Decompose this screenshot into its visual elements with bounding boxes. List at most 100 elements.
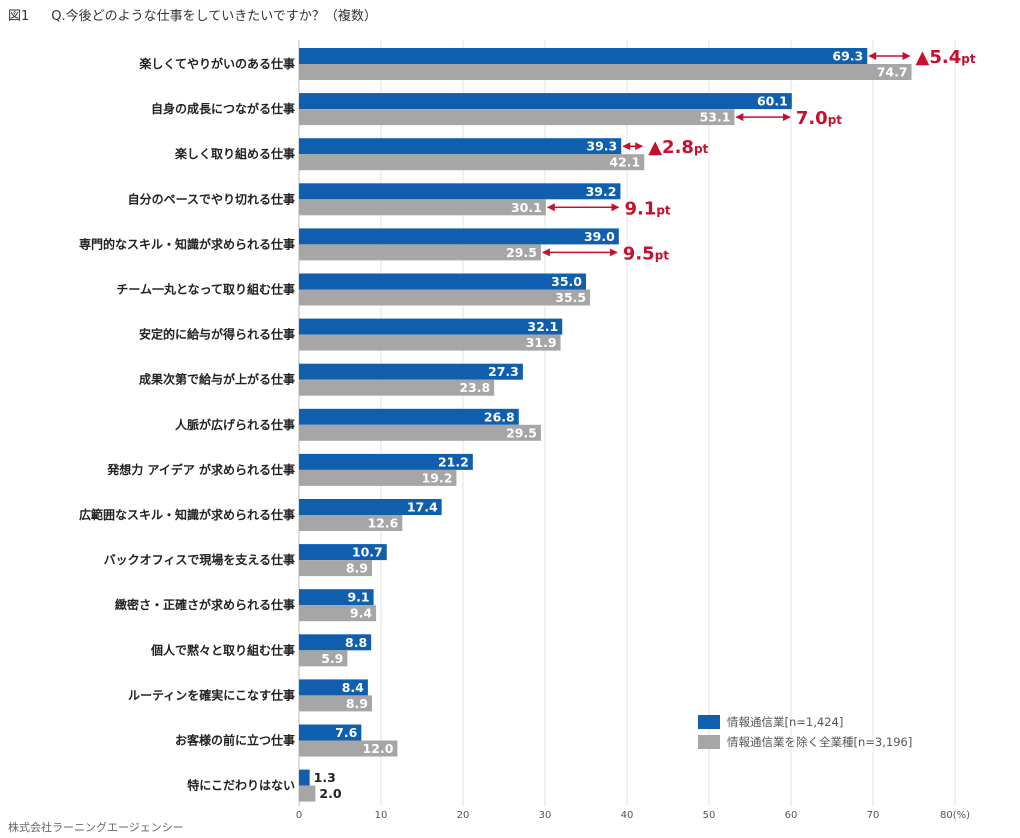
value-label-ict: 8.4 [342,680,364,695]
category-label: ルーティンを確実にこなす仕事 [128,687,295,702]
bar-other [299,740,398,757]
bar-ict [299,138,622,155]
x-tick-label: 30 [539,810,552,821]
bar-other [299,605,377,622]
bar-ict [299,544,387,561]
x-tick-label: 20 [457,810,470,821]
bar-ict [299,318,563,335]
category-label: 自分のペースでやり切れる仕事 [128,191,295,206]
bar-layer [299,48,912,802]
x-tick-label: 50 [703,810,716,821]
difference-number: ▲5.4 [916,47,962,68]
credit-text: 株式会社ラーニングエージェンシー [8,821,184,834]
value-label-ict: 39.0 [584,229,615,244]
category-label: 個人で黙々と取り組む仕事 [150,642,295,657]
value-label-ict: 8.8 [345,635,367,650]
category-label: 特にこだわりはない [187,778,295,793]
difference-unit: pt [656,203,671,217]
bar-ict [299,183,621,200]
figure-number: 図1 [8,9,30,24]
bar-other [299,469,457,486]
value-label-ict: 35.0 [551,274,582,289]
value-label-ict: 32.1 [527,319,558,334]
bar-ict [299,634,372,651]
category-label: 人脈が広げられる仕事 [175,417,295,432]
category-label: 発想力 アイデア が求められる仕事 [106,462,295,477]
difference-number: 7.0 [796,108,828,129]
category-label: 専門的なスキル・知識が求められる仕事 [79,236,295,251]
difference-unit: pt [655,248,670,262]
value-label-ict: 7.6 [335,725,357,740]
category-label: 楽しく取り組める仕事 [175,146,295,161]
value-label-ict: 26.8 [484,409,515,424]
category-label: チーム一丸となって取り組む仕事 [116,282,295,297]
label-layer: 0 10 20 30 40 50 60 70 80(%) 楽しくてやりがいのある仕事 69.3 74.… [79,49,970,822]
bar-other [299,515,403,531]
category-label: 緻密さ・正確さが求められる仕事 [115,597,295,612]
bar-other [299,379,495,396]
value-label-other: 53.1 [700,110,731,125]
legend-item-other: 情報通信業を除く全業種[n=3,196] [698,732,912,752]
difference-number: ▲2.8 [648,137,694,158]
value-label-other: 29.5 [506,245,537,260]
bar-ict [299,408,519,425]
legend-swatch-other [698,735,720,749]
category-label: 広範囲なスキル・知識が求められる仕事 [79,507,295,522]
legend-item-ict: 情報通信業[n=1,424] [698,712,912,732]
legend-label-other: 情報通信業を除く全業種[n=3,196] [727,735,913,749]
category-label: 成果次第で給与が上がる仕事 [139,372,295,387]
value-label-other: 19.2 [422,470,453,485]
bar-ict [299,453,473,470]
category-label: 自身の成長につながる仕事 [151,101,295,116]
value-label-other: 8.9 [346,696,368,711]
figure-question: Q.今後どのような仕事をしていきたいですか？（複数） [51,9,377,24]
value-label-other: 12.0 [363,741,394,756]
value-label-ict: 10.7 [352,545,383,560]
bar-other [299,199,546,216]
value-label-ict: 39.2 [586,184,617,199]
x-tick-label: 40 [621,810,634,821]
difference-label: 7.0pt [796,108,842,129]
bar-other [299,334,561,351]
x-tick-label: 10 [375,810,388,821]
bar-other [299,64,912,80]
difference-unit: pt [694,142,709,156]
value-label-other: 29.5 [506,425,537,440]
bar-ict [299,48,868,64]
value-label-ict: 69.3 [832,49,863,64]
value-label-ict: 1.3 [314,770,336,785]
value-label-ict: 39.3 [586,139,617,154]
difference-unit: pt [828,113,843,127]
value-label-ict: 27.3 [488,364,519,379]
legend-swatch-ict [698,715,720,729]
legend-label-ict: 情報通信業[n=1,424] [727,715,844,729]
bar-other [299,560,372,577]
category-label: 安定的に給与が得られる仕事 [139,327,295,342]
difference-label: ▲5.4pt [916,47,976,68]
x-tick-label: 60 [785,810,798,821]
category-label: お客様の前に立つ仕事 [175,733,295,748]
bar-ict [299,589,374,606]
value-label-ict: 17.4 [407,500,438,515]
bar-ict [299,93,792,110]
bar-ict [299,679,368,696]
difference-label: 9.1pt [624,198,670,219]
value-label-other: 30.1 [511,200,542,215]
value-label-other: 2.0 [319,786,341,801]
value-label-other: 8.9 [346,561,368,576]
difference-label: ▲2.8pt [648,137,708,158]
bar-ict [299,499,442,515]
value-label-ict: 60.1 [757,94,788,109]
bar-other [299,109,735,126]
bar-other [299,785,316,802]
bar-ict [299,769,310,786]
difference-number: 9.1 [624,198,656,219]
bar-ict [299,724,362,741]
legend: 情報通信業[n=1,424] 情報通信業を除く全業種[n=3,196] [698,712,912,752]
bar-other [299,424,541,441]
value-label-other: 74.7 [877,65,908,80]
value-label-ict: 21.2 [438,454,469,469]
value-label-other: 31.9 [526,335,557,350]
